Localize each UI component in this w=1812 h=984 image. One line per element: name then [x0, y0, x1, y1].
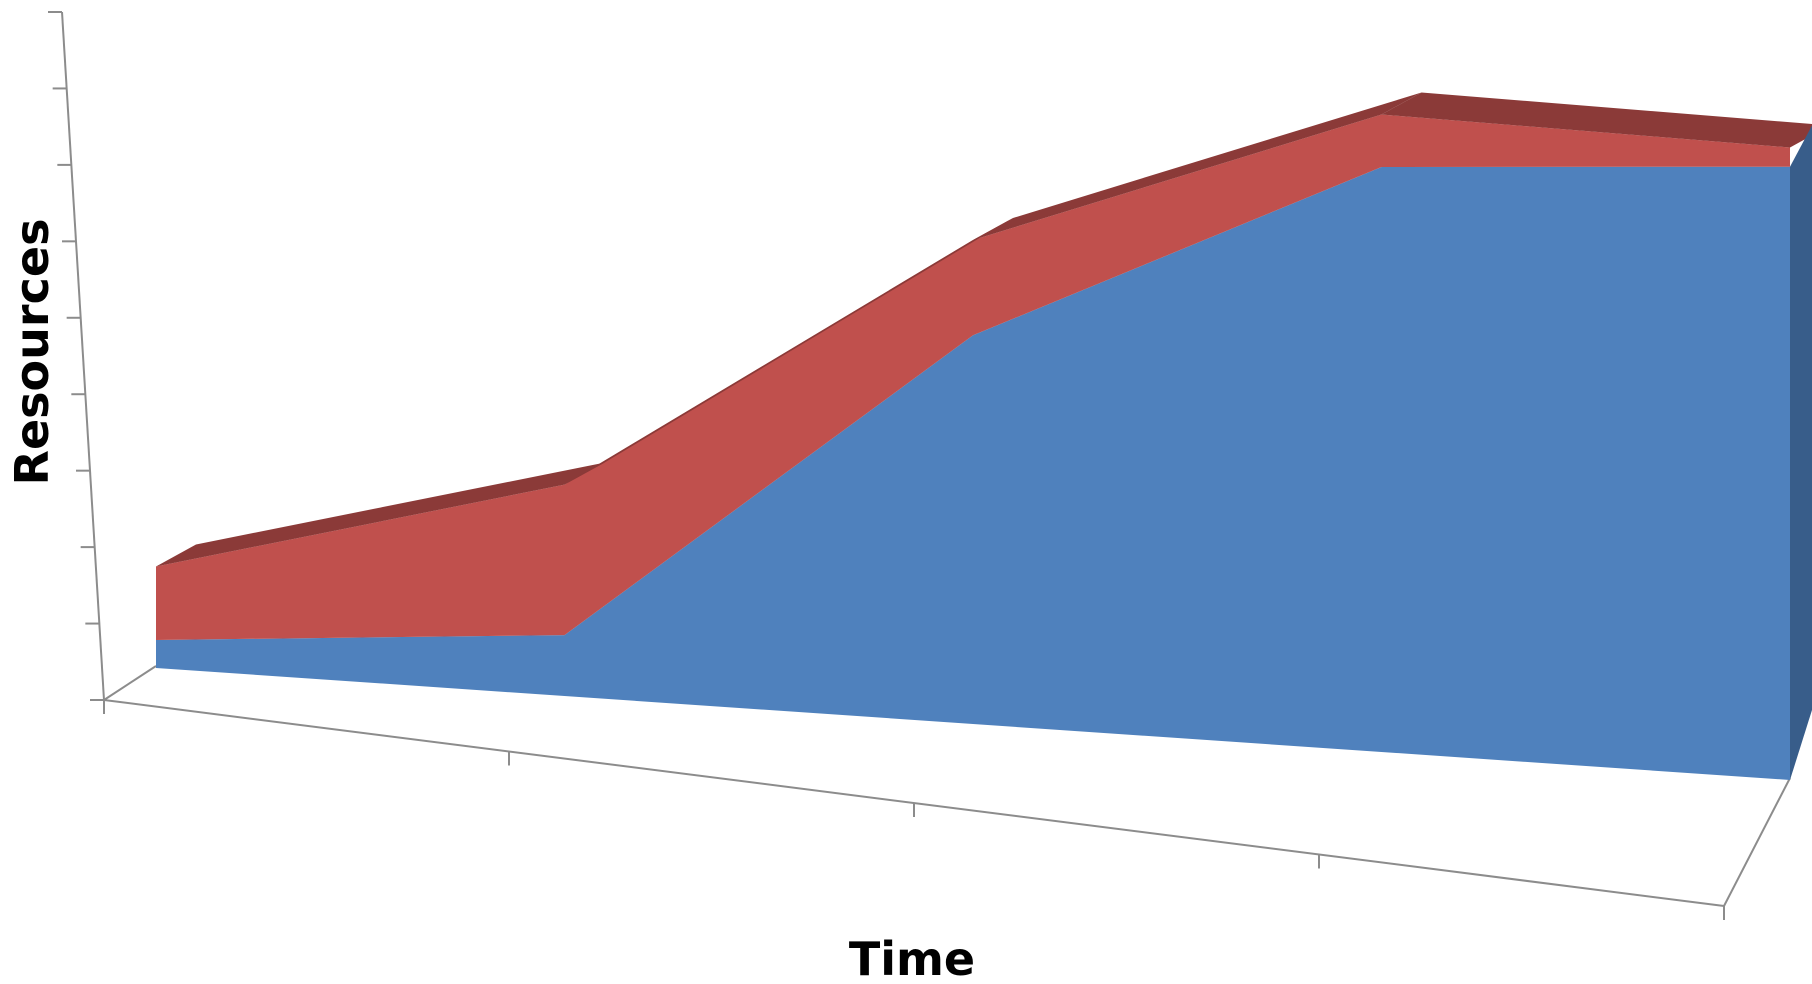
- y-axis-line: [61, 11, 105, 701]
- x-axis-title: Time: [849, 932, 975, 984]
- series-layer: [156, 92, 1812, 780]
- floor-right-edge: [1723, 777, 1791, 907]
- series-2-top-face: [1381, 92, 1812, 148]
- series-2-top-face: [564, 218, 1013, 485]
- series-2-top-face: [156, 462, 605, 567]
- y-axis: [48, 11, 105, 701]
- series-1-area: [156, 166, 1790, 780]
- series-1-side-face: [1790, 125, 1812, 780]
- chart-floor: [103, 665, 1791, 907]
- floor-left-edge: [103, 665, 157, 701]
- series-2-area: [156, 114, 1790, 640]
- y-axis-title: Resources: [5, 219, 59, 486]
- x-axis: [103, 699, 1725, 920]
- series-2-top-face: [973, 92, 1422, 240]
